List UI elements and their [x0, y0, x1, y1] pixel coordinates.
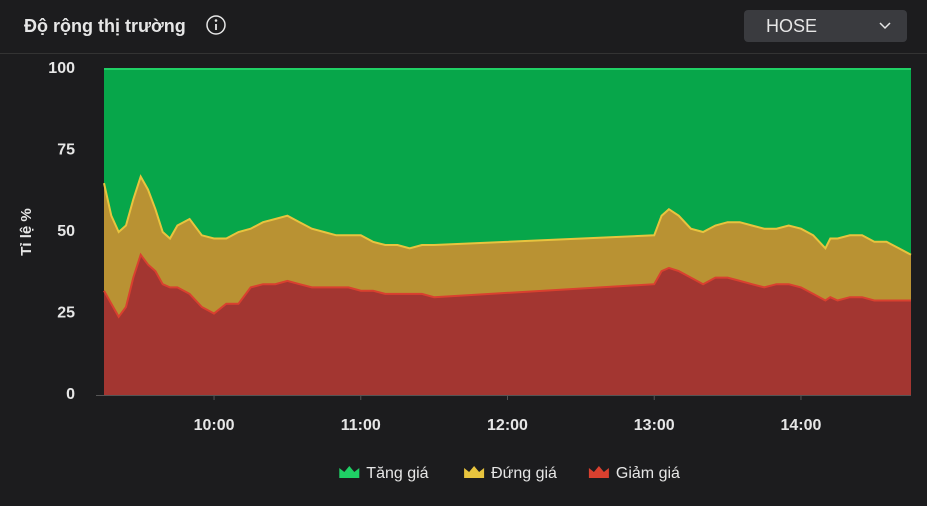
x-tick-label: 10:00: [194, 417, 235, 434]
info-icon[interactable]: [206, 15, 226, 35]
exchange-dropdown[interactable]: HOSE: [744, 10, 907, 42]
legend: Tăng giá Đứng giá Giảm giá: [339, 465, 680, 482]
legend-marker: [339, 466, 360, 478]
y-tick-label: 100: [48, 60, 75, 77]
x-tick-label: 14:00: [780, 417, 821, 434]
area-fill: [104, 176, 911, 317]
widget-title: Độ rộng thị trường: [24, 16, 186, 36]
legend-item[interactable]: Giảm giá: [588, 465, 680, 482]
legend-item[interactable]: Tăng giá: [339, 465, 429, 482]
legend-label: Đứng giá: [491, 465, 557, 482]
x-tick-label: 12:00: [487, 417, 528, 434]
area-line: [103, 174, 912, 256]
y-tick-label: 75: [57, 142, 75, 159]
y-axis-label: Tỉ lệ %: [18, 208, 35, 256]
area-fill: [104, 254, 911, 395]
area-line: [103, 252, 911, 319]
legend-marker: [588, 466, 609, 478]
dropdown-value: HOSE: [766, 16, 817, 36]
y-tick-label: 0: [66, 386, 75, 403]
legend-marker: [464, 466, 485, 478]
area-fill: [104, 69, 911, 255]
legend-label: Tăng giá: [366, 465, 428, 482]
y-tick-label: 50: [57, 223, 75, 240]
x-tick-label: 11:00: [341, 417, 381, 434]
y-tick-label: 25: [57, 305, 75, 322]
legend-item[interactable]: Đứng giá: [464, 465, 557, 482]
legend-label: Giảm giá: [616, 465, 680, 482]
x-tick-label: 13:00: [634, 417, 675, 434]
